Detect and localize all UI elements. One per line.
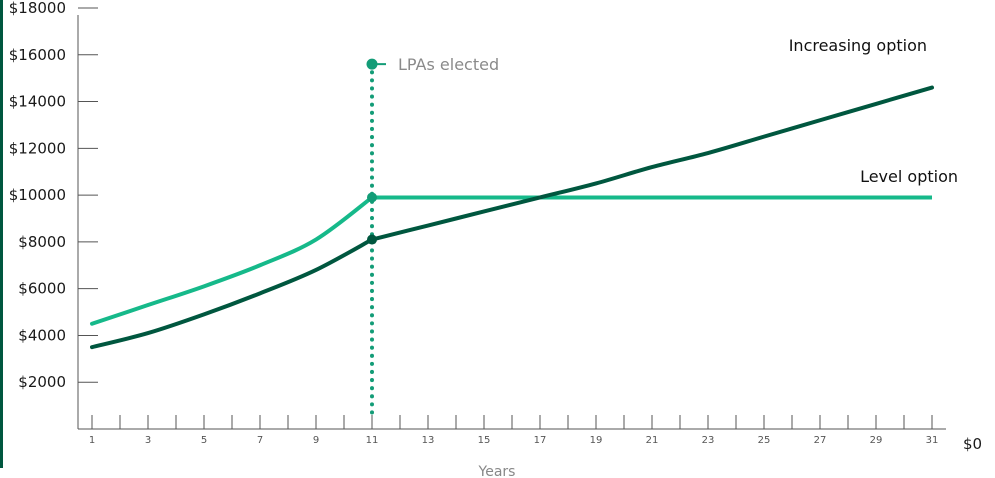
- x-ticks: 1 3 5 7 9 11 13 15 17 19 21 23 25 27 29 31: [89, 415, 939, 446]
- x-tick-label: 9: [313, 435, 319, 446]
- series-lines: [90, 85, 934, 350]
- axes: Years $0: [77, 15, 982, 478]
- x-tick-label: 11: [366, 435, 379, 446]
- x-axis-title: Years: [478, 464, 516, 478]
- series-labels: Increasing option Level option: [789, 36, 958, 186]
- x-tick-label: 17: [534, 435, 547, 446]
- x-tick-label: 27: [814, 435, 827, 446]
- x-tick-label: 23: [702, 435, 715, 446]
- y-tick-label: $14000: [9, 93, 66, 111]
- lpa-annotation-label: LPAs elected: [398, 55, 499, 74]
- x-tick-label: 1: [89, 435, 95, 446]
- level-option-line-curve: [90, 195, 374, 326]
- x-tick-label: 31: [926, 435, 939, 446]
- left-accent-bar: [0, 0, 3, 468]
- y-tick-label: $12000: [9, 139, 66, 157]
- y-tick-label: $18000: [9, 0, 66, 17]
- x-tick-label: 21: [646, 435, 659, 446]
- x-tick-label: 7: [257, 435, 263, 446]
- y-tick-label: $10000: [9, 186, 66, 204]
- x-tick-label: 13: [422, 435, 435, 446]
- increasing-option-line-pre: [90, 237, 374, 350]
- intersection-marker: [367, 192, 377, 203]
- intersection-marker: [367, 234, 377, 245]
- y-tick-label: $16000: [9, 46, 66, 64]
- x-tick-label: 3: [145, 435, 151, 446]
- increasing-option-line-post: [370, 85, 934, 242]
- y-tick-label: $4000: [18, 326, 66, 344]
- annotations: LPAs elected: [366, 55, 499, 421]
- x-tick-label: 15: [478, 435, 491, 446]
- x-tick-label: 5: [201, 435, 207, 446]
- y-tick-label: $2000: [18, 373, 66, 391]
- level-option-label: Level option: [860, 167, 958, 186]
- y-tick-label: $6000: [18, 280, 66, 298]
- y-tick-label: $8000: [18, 233, 66, 251]
- x-tick-label: 25: [758, 435, 771, 446]
- y-ticks: $2000 $4000 $6000 $8000 $10000 $12000 $14000 $1…: [9, 0, 98, 391]
- x-tick-label: 19: [590, 435, 603, 446]
- zero-label: $0: [963, 435, 982, 453]
- x-tick-label: 29: [870, 435, 883, 446]
- increasing-option-label: Increasing option: [789, 36, 927, 55]
